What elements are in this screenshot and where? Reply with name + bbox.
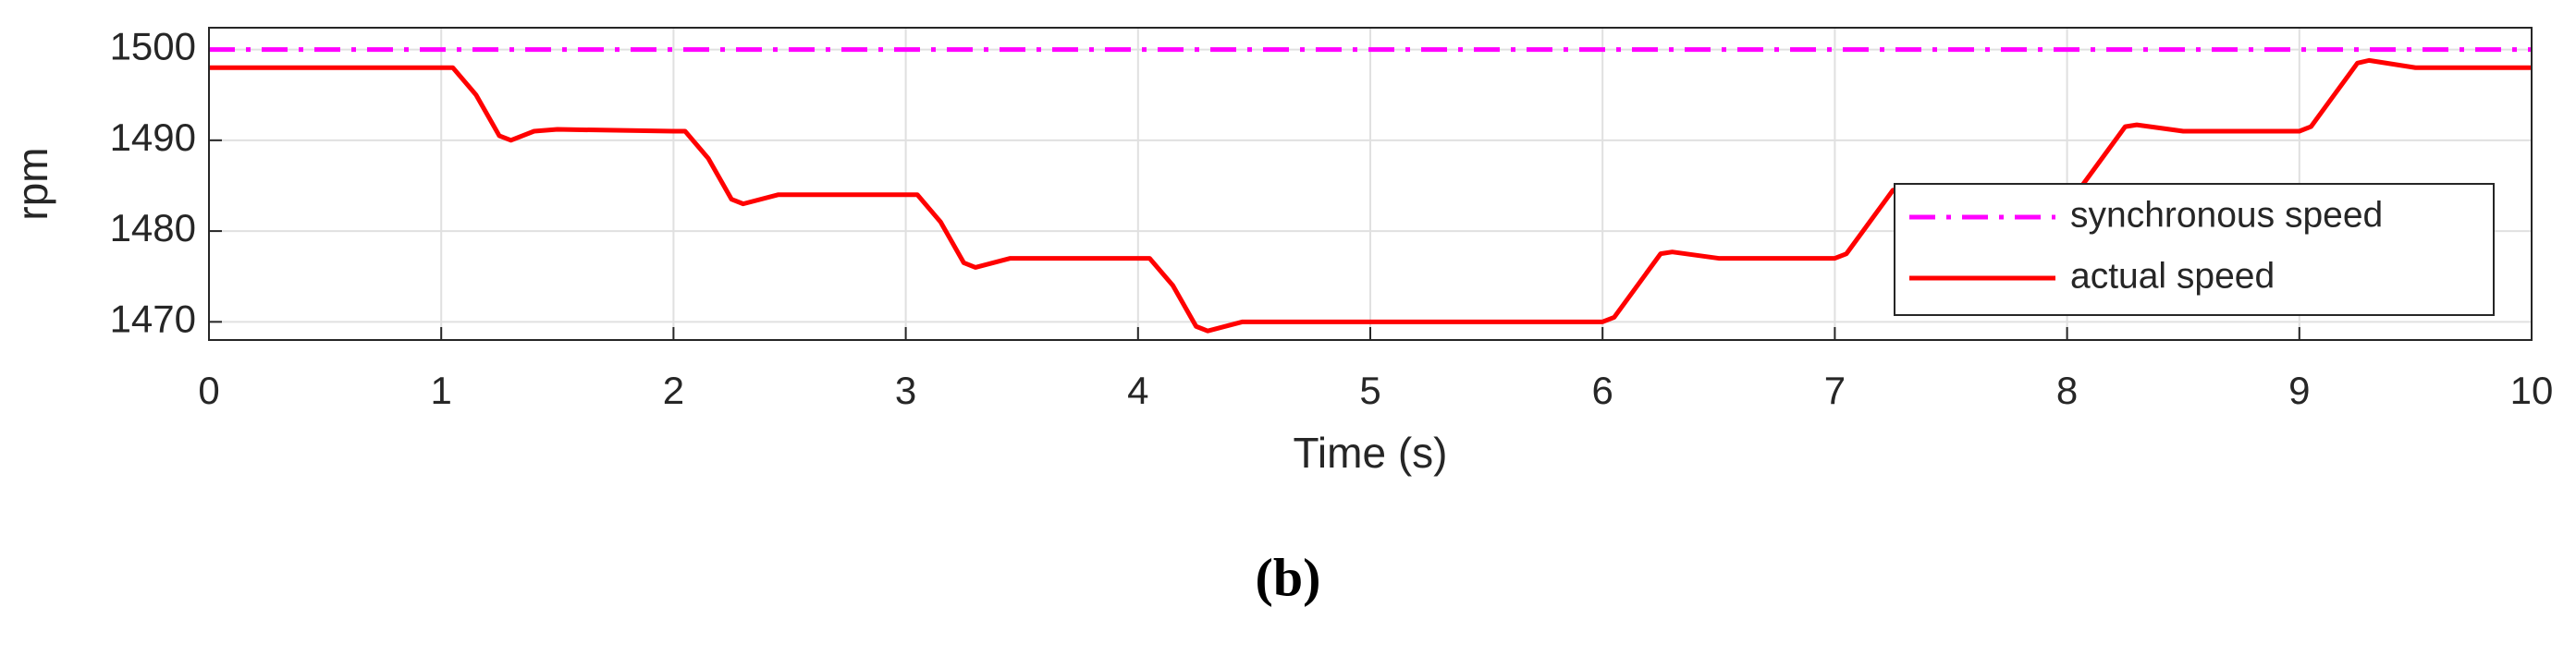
y-tick-label: 1480: [110, 206, 196, 249]
x-tick-label: 1: [431, 369, 452, 412]
x-tick-label: 6: [1592, 369, 1613, 412]
y-axis-label: rpm: [8, 147, 56, 220]
caption: (b): [1256, 547, 1321, 607]
legend-box: [1894, 183, 2495, 316]
x-tick-label: 3: [895, 369, 916, 412]
legend-label: synchronous speed: [2070, 195, 2383, 235]
x-tick-label: 5: [1359, 369, 1380, 412]
legend-label: actual speed: [2070, 256, 2275, 296]
x-tick-label: 4: [1127, 369, 1148, 412]
x-tick-label: 2: [663, 369, 684, 412]
x-axis-label: Time (s): [1294, 429, 1448, 477]
x-tick-label: 8: [2056, 369, 2078, 412]
x-tick-label: 9: [2288, 369, 2310, 412]
x-tick-label: 10: [2510, 369, 2554, 412]
x-tick-label: 0: [198, 369, 219, 412]
axes-box: [208, 27, 2533, 341]
y-tick-label: 1470: [110, 297, 196, 340]
y-tick-label: 1490: [110, 115, 196, 159]
series-line: [209, 57, 2532, 334]
x-tick-label: 7: [1824, 369, 1846, 412]
y-tick-label: 1500: [110, 25, 196, 68]
